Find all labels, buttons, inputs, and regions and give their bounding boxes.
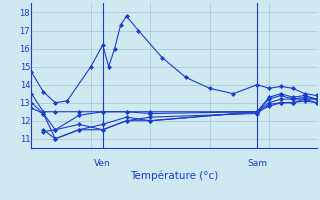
- X-axis label: Température (°c): Température (°c): [130, 170, 218, 181]
- Text: Sam: Sam: [247, 159, 267, 168]
- Text: Ven: Ven: [94, 159, 111, 168]
